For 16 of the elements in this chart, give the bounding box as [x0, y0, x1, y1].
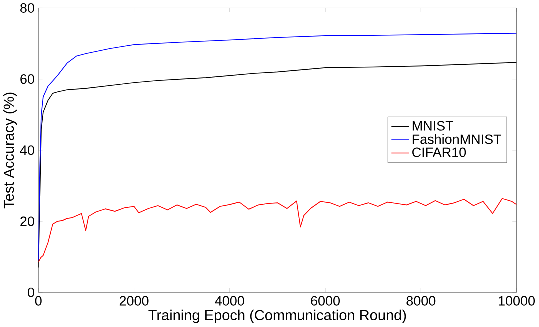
x-tick-label: 10000 [499, 296, 536, 306]
y-tick-label: 80 [20, 4, 34, 14]
x-tick-label: 2000 [120, 296, 149, 306]
legend-label: MNIST [412, 121, 454, 131]
legend-label: CIFAR10 [412, 148, 466, 158]
x-tick-label: 6000 [311, 296, 340, 306]
legend-label: FashionMNIST [412, 134, 502, 144]
y-tick-label: 20 [20, 216, 34, 226]
x-axis-title: Training Epoch (Communication Round) [148, 310, 406, 324]
x-tick-label: 8000 [406, 296, 436, 306]
y-tick-label: 40 [20, 146, 34, 156]
y-tick-label: 60 [20, 74, 34, 84]
x-tick-label: 4000 [215, 296, 244, 306]
x-tick-label: 0 [35, 296, 42, 306]
y-tick-label: 0 [28, 288, 34, 298]
y-axis-title: Test Accuracy (%) [3, 92, 17, 209]
